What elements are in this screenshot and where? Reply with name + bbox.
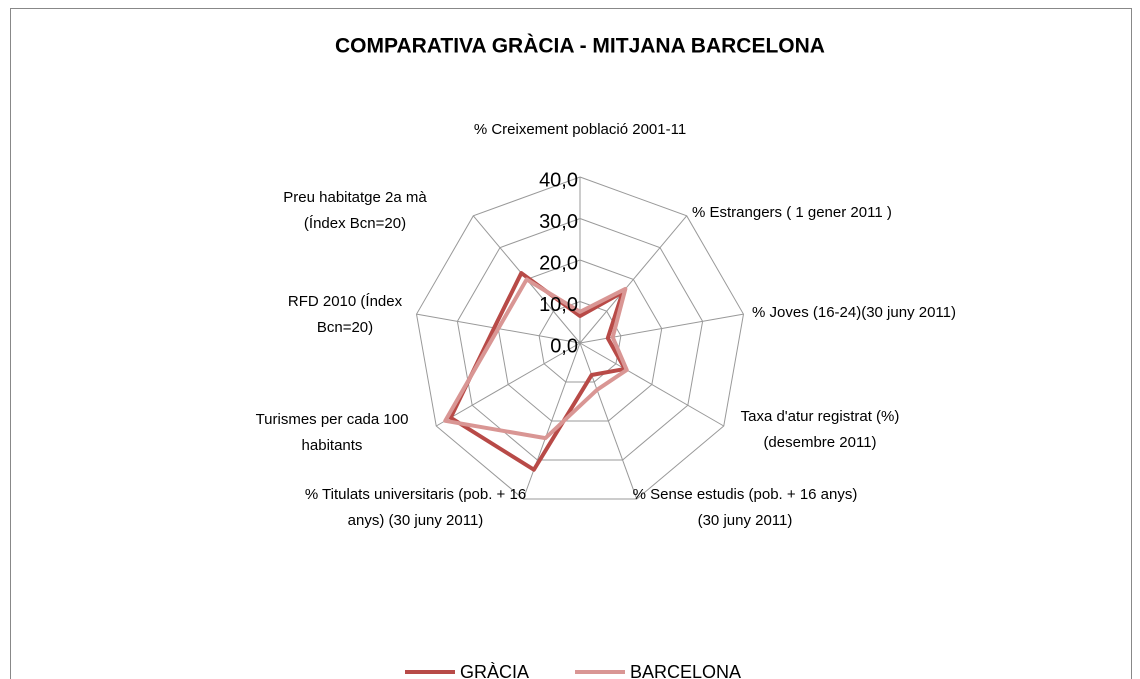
chart-title: COMPARATIVA GRÀCIA - MITJANA BARCELONA [335, 35, 825, 58]
y-tick-label: 30,0 [539, 211, 578, 233]
axis-label: % Creixement població 2001-11 [473, 121, 687, 138]
axis-label: RFD 2010 (Índex Bcn=20) [287, 293, 403, 336]
y-tick-label: 20,0 [539, 252, 578, 274]
axis-label: % Titulats universitaris (pob. + 16 anys… [304, 486, 527, 529]
legend-label: GRÀCIA [460, 662, 529, 679]
axis-label: % Joves (16-24)(30 juny 2011) [752, 304, 956, 321]
legend-label: BARCELONA [630, 662, 741, 679]
series-line [443, 277, 629, 441]
axis-label: Preu habitatge 2a mà (Índex Bcn=20) [283, 189, 427, 232]
axis-label: Turismes per cada 100 habitants [255, 411, 409, 454]
grid-ring [456, 217, 704, 461]
y-tick-label: 40,0 [539, 169, 578, 191]
axis-label: % Estrangers ( 1 gener 2011 ) [692, 204, 892, 221]
axis-label: % Sense estudis (pob. + 16 anys) (30 jun… [632, 486, 858, 529]
y-tick-label: 0,0 [550, 335, 578, 357]
grid-ring [415, 176, 745, 500]
axis-label: Taxa d'atur registrat (%) (desembre 2011… [740, 408, 900, 451]
y-tick-label: 10,0 [539, 294, 578, 316]
chart-frame [10, 8, 1132, 679]
